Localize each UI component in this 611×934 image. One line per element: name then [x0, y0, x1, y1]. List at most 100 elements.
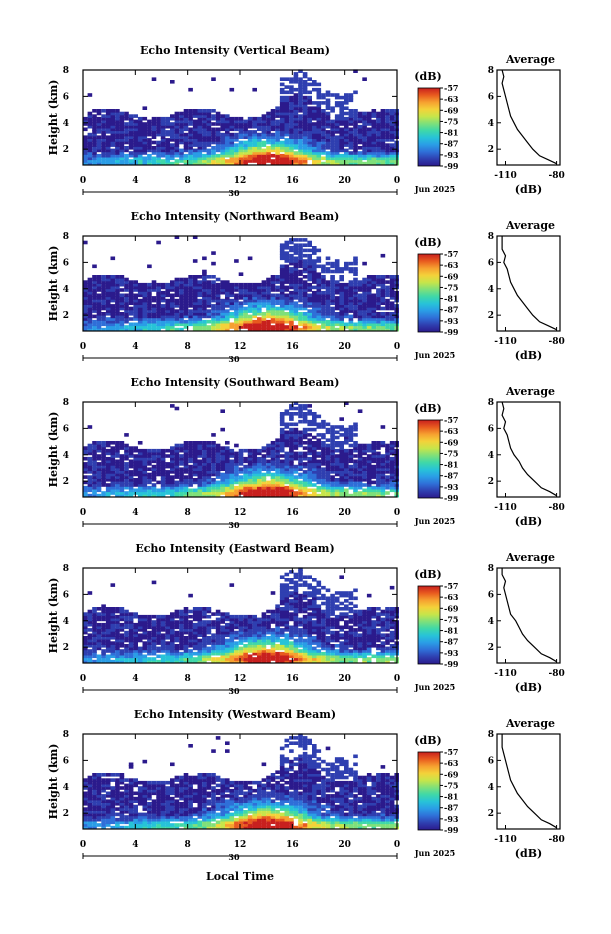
- y-axis-label: Height (km): [47, 80, 60, 156]
- echo-cell: [317, 460, 322, 464]
- echo-cell: [289, 238, 294, 242]
- echo-cell: [211, 275, 216, 279]
- echo-cell: [165, 462, 170, 466]
- echo-cell: [266, 112, 271, 116]
- panel-vertical: Echo Intensity (Vertical Beam)2468Height…: [47, 44, 565, 198]
- echo-cell: [312, 80, 317, 84]
- echo-cell: [211, 122, 216, 126]
- echo-cell: [326, 130, 331, 134]
- echo-cell: [312, 106, 317, 110]
- echo-cell: [285, 138, 290, 142]
- echo-cell: [165, 615, 170, 619]
- echo-cell: [101, 604, 106, 608]
- echo-cell: [97, 135, 102, 139]
- echo-cell: [147, 486, 152, 490]
- echo-cell: [120, 312, 125, 316]
- average-xlabel: (dB): [515, 183, 542, 196]
- echo-cell: [175, 299, 180, 303]
- echo-cell: [344, 106, 349, 110]
- echo-cell: [280, 412, 285, 416]
- echo-cell: [349, 151, 354, 155]
- echo-cell: [175, 112, 180, 116]
- colorbar-unit: (dB): [414, 236, 441, 249]
- echo-cell: [220, 409, 225, 413]
- echo-cell: [285, 251, 290, 255]
- echo-cell: [262, 114, 267, 118]
- colorbar-tick-label: -69: [444, 437, 459, 447]
- x-tick-label: 16: [286, 342, 299, 352]
- y-tick-label: 6: [63, 424, 69, 434]
- echo-cell: [230, 133, 235, 137]
- echo-cell: [198, 280, 203, 284]
- echo-cell: [285, 452, 290, 456]
- echo-cell: [161, 449, 166, 453]
- echo-cell: [88, 278, 93, 282]
- echo-cell: [147, 615, 152, 619]
- echo-cell: [161, 615, 166, 619]
- echo-cell: [147, 138, 152, 142]
- echo-cell: [362, 278, 367, 282]
- echo-cell: [285, 85, 290, 89]
- echo-cell: [111, 607, 116, 611]
- echo-cell: [262, 473, 267, 477]
- echo-cell: [289, 291, 294, 295]
- echo-cell: [358, 294, 363, 298]
- echo-cell: [234, 143, 239, 147]
- echo-cell: [152, 141, 157, 145]
- echo-cell: [97, 655, 102, 659]
- echo-cell: [239, 141, 244, 145]
- echo-cell: [257, 317, 262, 321]
- echo-cell: [216, 444, 221, 448]
- echo-cell: [307, 457, 312, 461]
- echo-cell: [289, 85, 294, 89]
- echo-cell: [335, 425, 340, 429]
- echo-cell: [326, 91, 331, 95]
- echo-cell: [330, 93, 335, 97]
- echo-cell: [317, 257, 322, 261]
- echo-cell: [124, 444, 129, 448]
- echo-cell: [147, 265, 152, 269]
- echo-cell: [216, 618, 221, 622]
- echo-cell: [83, 486, 88, 490]
- echo-cell: [252, 283, 257, 287]
- average-y-tick-label: 2: [488, 145, 494, 155]
- echo-cell: [321, 157, 326, 161]
- echo-cell: [175, 444, 180, 448]
- echo-cell: [376, 112, 381, 116]
- echo-cell: [381, 254, 386, 258]
- echo-cell: [358, 444, 363, 448]
- echo-cell: [298, 431, 303, 435]
- echo-cell: [285, 431, 290, 435]
- echo-cell: [317, 101, 322, 105]
- echo-cell: [280, 243, 285, 247]
- echo-cell: [120, 275, 125, 279]
- echo-cell: [92, 275, 97, 279]
- echo-cell: [124, 278, 129, 282]
- echo-cell: [111, 149, 116, 153]
- x-tick-label: 16: [286, 176, 299, 186]
- echo-cell: [326, 438, 331, 442]
- echo-cell: [97, 441, 102, 445]
- echo-cell: [175, 159, 180, 163]
- colorbar-tick-label: -99: [444, 327, 459, 337]
- echo-cell: [381, 454, 386, 458]
- echo-cell: [243, 457, 248, 461]
- echo-cell: [376, 275, 381, 279]
- echo-cell: [271, 325, 276, 329]
- echo-cell: [385, 280, 390, 284]
- echo-cell: [120, 607, 125, 611]
- echo-cell: [143, 106, 148, 110]
- echo-cell: [143, 157, 148, 161]
- echo-cell: [115, 109, 120, 113]
- echo-cell: [211, 433, 216, 437]
- echo-cell: [211, 441, 216, 445]
- echo-cell: [335, 478, 340, 482]
- echo-cell: [353, 91, 358, 95]
- echo-cell: [243, 307, 248, 311]
- echo-cell: [335, 101, 340, 105]
- echo-cell: [184, 607, 189, 611]
- echo-cell: [170, 404, 175, 408]
- echo-cell: [335, 312, 340, 316]
